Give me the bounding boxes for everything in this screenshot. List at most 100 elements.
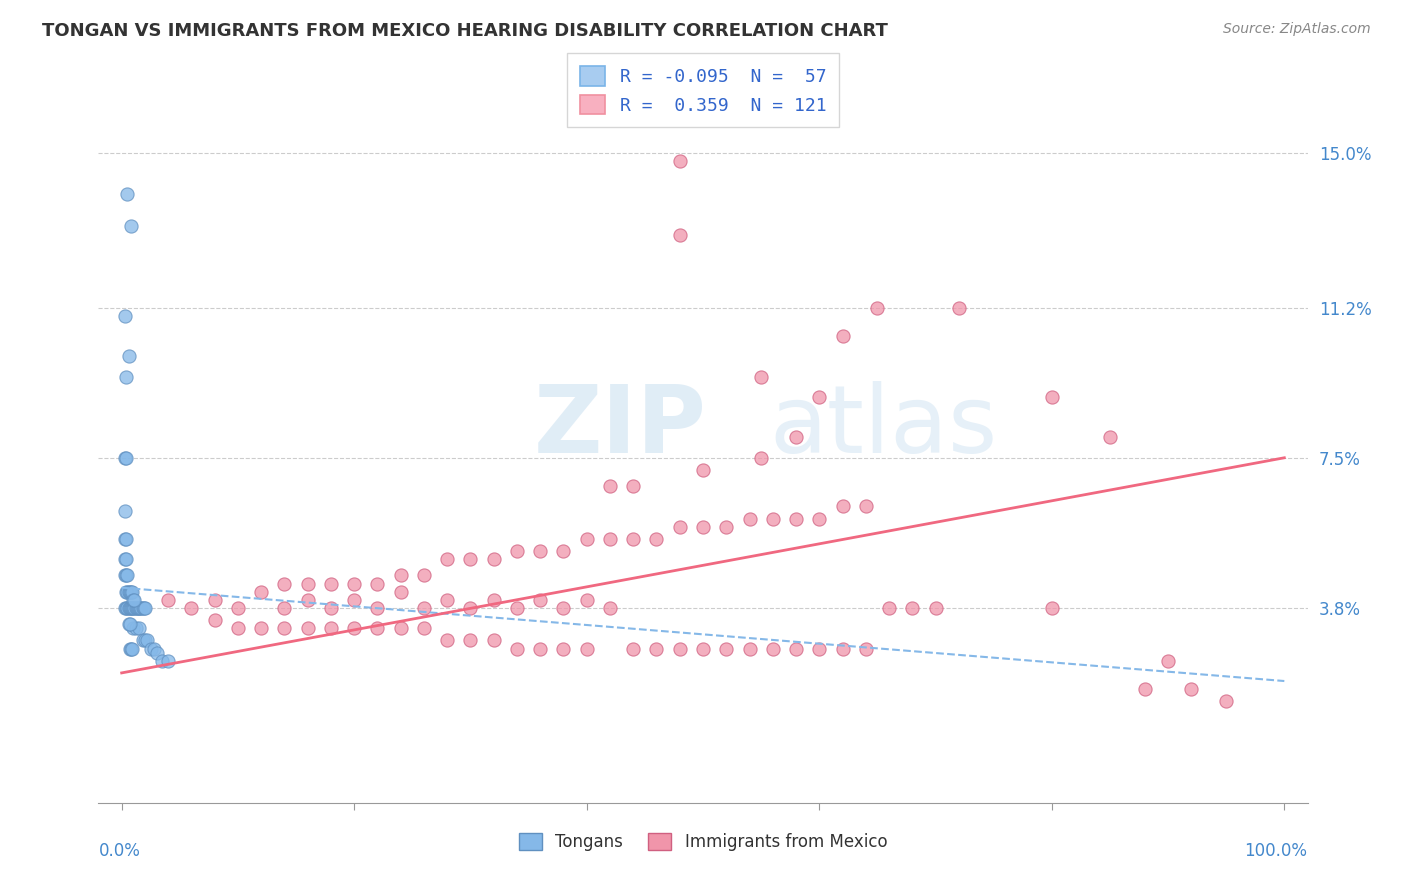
Point: [389, 621, 412, 635]
Text: ZIP: ZIP: [534, 381, 707, 473]
Point: [117, 568, 139, 582]
Point: [553, 641, 575, 656]
Point: [297, 621, 319, 635]
Point: [948, 301, 970, 315]
Point: [118, 617, 141, 632]
Point: [529, 592, 551, 607]
Point: [692, 520, 714, 534]
Point: [120, 219, 142, 234]
Point: [115, 568, 138, 582]
Point: [808, 511, 831, 525]
Point: [460, 552, 482, 566]
Point: [413, 568, 436, 582]
Point: [831, 500, 853, 514]
Point: [180, 601, 202, 615]
Point: [118, 601, 141, 615]
Point: [668, 227, 690, 242]
Point: [553, 601, 575, 615]
Point: [413, 601, 436, 615]
Point: [157, 592, 180, 607]
Point: [118, 601, 141, 615]
Point: [762, 641, 785, 656]
Point: [115, 369, 138, 384]
Point: [785, 641, 807, 656]
Point: [150, 654, 173, 668]
Point: [114, 309, 136, 323]
Point: [366, 621, 388, 635]
Point: [114, 601, 136, 615]
Point: [122, 621, 145, 635]
Text: Source: ZipAtlas.com: Source: ZipAtlas.com: [1223, 22, 1371, 37]
Point: [114, 552, 136, 566]
Point: [599, 601, 621, 615]
Point: [121, 601, 143, 615]
Point: [131, 601, 153, 615]
Point: [668, 520, 690, 534]
Point: [273, 576, 295, 591]
Point: [120, 641, 142, 656]
Point: [117, 186, 139, 201]
Point: [118, 584, 141, 599]
Point: [118, 641, 141, 656]
Point: [125, 601, 148, 615]
Text: TONGAN VS IMMIGRANTS FROM MEXICO HEARING DISABILITY CORRELATION CHART: TONGAN VS IMMIGRANTS FROM MEXICO HEARING…: [42, 22, 889, 40]
Point: [128, 601, 150, 615]
Point: [831, 641, 853, 656]
Point: [831, 329, 853, 343]
Point: [575, 592, 598, 607]
Point: [436, 633, 458, 648]
Point: [482, 592, 505, 607]
Point: [226, 621, 249, 635]
Point: [621, 641, 644, 656]
Point: [389, 568, 412, 582]
Point: [115, 584, 138, 599]
Point: [124, 601, 146, 615]
Point: [115, 450, 138, 465]
Point: [132, 601, 155, 615]
Point: [413, 621, 436, 635]
Point: [599, 532, 621, 546]
Point: [877, 601, 900, 615]
Point: [855, 641, 877, 656]
Point: [319, 621, 342, 635]
Point: [118, 584, 141, 599]
Point: [114, 450, 136, 465]
Point: [128, 621, 150, 635]
Text: atlas: atlas: [769, 381, 998, 473]
Point: [668, 154, 690, 169]
Point: [645, 532, 668, 546]
Point: [436, 552, 458, 566]
Point: [134, 601, 156, 615]
Point: [1040, 601, 1063, 615]
Point: [319, 576, 342, 591]
Point: [343, 621, 366, 635]
Point: [553, 544, 575, 558]
Point: [120, 584, 142, 599]
Point: [124, 601, 146, 615]
Point: [1215, 694, 1237, 708]
Point: [389, 584, 412, 599]
Point: [924, 601, 946, 615]
Point: [366, 576, 388, 591]
Point: [273, 601, 295, 615]
Point: [482, 633, 505, 648]
Point: [157, 654, 180, 668]
Point: [121, 584, 143, 599]
Point: [343, 576, 366, 591]
Point: [506, 641, 529, 656]
Point: [749, 369, 772, 384]
Legend: Tongans, Immigrants from Mexico: Tongans, Immigrants from Mexico: [510, 825, 896, 860]
Point: [204, 613, 226, 627]
Point: [599, 479, 621, 493]
Point: [115, 532, 138, 546]
Point: [250, 584, 273, 599]
Point: [1180, 682, 1202, 697]
Point: [460, 601, 482, 615]
Point: [273, 621, 295, 635]
Point: [692, 641, 714, 656]
Point: [749, 450, 772, 465]
Point: [482, 552, 505, 566]
Point: [121, 641, 143, 656]
Point: [1040, 390, 1063, 404]
Point: [575, 532, 598, 546]
